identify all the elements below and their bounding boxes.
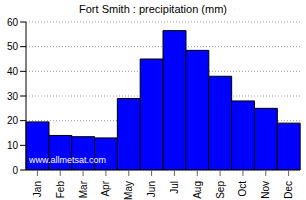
svg-text:Sep: Sep bbox=[215, 181, 226, 199]
svg-text:0: 0 bbox=[12, 165, 18, 176]
svg-text:60: 60 bbox=[8, 17, 18, 28]
svg-text:Apr: Apr bbox=[100, 180, 111, 196]
svg-text:Jul: Jul bbox=[169, 181, 180, 194]
svg-text:Jun: Jun bbox=[146, 181, 157, 197]
svg-text:50: 50 bbox=[8, 41, 18, 52]
svg-text:20: 20 bbox=[8, 115, 18, 126]
svg-text:Jan: Jan bbox=[32, 181, 43, 197]
svg-text:Mar: Mar bbox=[78, 180, 89, 198]
svg-text:Nov: Nov bbox=[260, 181, 271, 199]
svg-text:10: 10 bbox=[8, 140, 18, 151]
svg-text:Aug: Aug bbox=[192, 181, 203, 199]
svg-text:Oct: Oct bbox=[237, 181, 248, 197]
svg-text:Feb: Feb bbox=[55, 181, 66, 199]
svg-text:40: 40 bbox=[8, 66, 18, 77]
svg-text:Dec: Dec bbox=[283, 181, 294, 199]
html-text:Fort Smith : precipitation (mm: Fort Smith : precipitation (mm) bbox=[79, 3, 227, 15]
html-text:www.allmetsat.com: www.allmetsat.com bbox=[29, 155, 106, 165]
svg-text:30: 30 bbox=[8, 91, 18, 102]
svg-text:May: May bbox=[123, 181, 134, 200]
